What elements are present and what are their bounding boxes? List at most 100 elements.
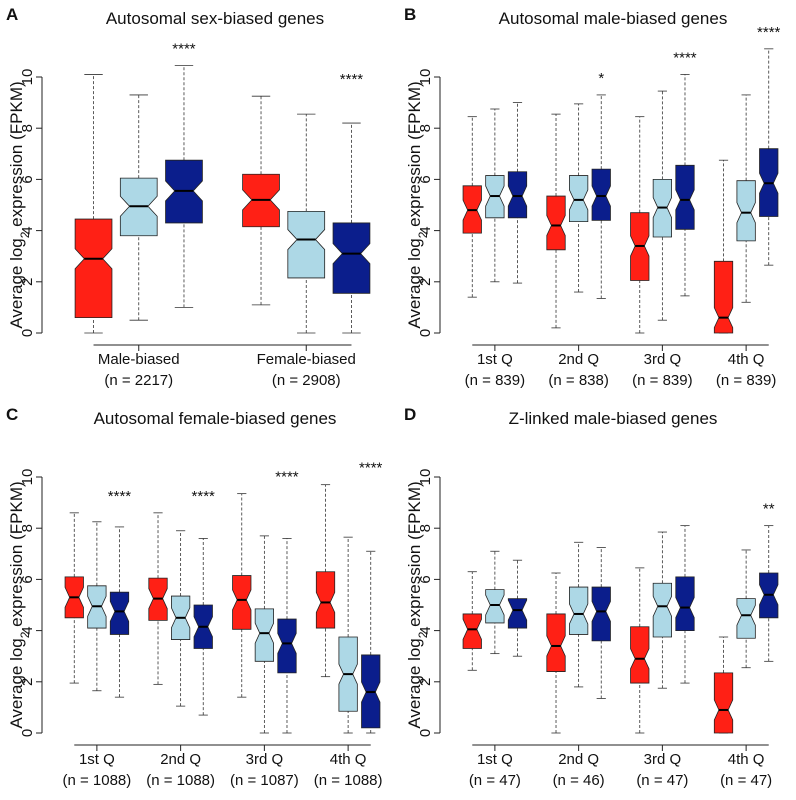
y-tick-label: 0 <box>19 329 36 337</box>
x-count-label: (n = 1088) <box>146 772 215 789</box>
box <box>109 591 130 635</box>
x-tick-label: 3rd Q <box>644 751 682 768</box>
x-tick-label: 3rd Q <box>246 751 284 768</box>
box <box>591 168 611 221</box>
panel-title: Z-linked male-biased genes <box>509 409 718 428</box>
y-axis-label-part: 2 <box>416 231 430 238</box>
y-axis-label-part: Average log <box>405 238 424 328</box>
box <box>736 598 756 639</box>
x-count-label: (n = 838) <box>548 372 608 389</box>
y-axis-label-part: Average log <box>405 638 424 728</box>
y-axis-label: Average log2 expression (FPKM) <box>405 81 430 328</box>
box <box>713 672 734 734</box>
x-count-label: (n = 2908) <box>272 372 341 389</box>
box <box>546 195 566 251</box>
box <box>74 218 113 319</box>
y-tick-label: 8 <box>19 124 36 132</box>
x-count-label: (n = 47) <box>636 772 688 789</box>
box <box>546 613 566 672</box>
significance: **** <box>192 488 216 505</box>
x-count-label: (n = 839) <box>716 372 776 389</box>
y-tick-label: 6 <box>417 175 434 183</box>
y-axis-label-part: 2 <box>18 231 32 238</box>
x-tick-label: 4th Q <box>728 751 765 768</box>
box <box>315 571 336 629</box>
y-tick-label: 10 <box>417 69 434 86</box>
box <box>332 222 371 294</box>
y-tick-label: 4 <box>417 226 434 234</box>
box <box>630 626 650 684</box>
significance: **** <box>172 40 196 57</box>
y-tick-label: 6 <box>19 175 36 183</box>
box <box>569 175 589 223</box>
y-tick-label: 8 <box>417 524 434 532</box>
significance: **** <box>275 469 299 486</box>
y-tick-label: 0 <box>417 729 434 737</box>
x-count-label: (n = 839) <box>465 372 525 389</box>
y-axis-label: Average log2 expression (FPKM) <box>405 481 430 728</box>
x-count-label: (n = 46) <box>553 772 605 789</box>
x-tick-label: 2nd Q <box>558 351 599 368</box>
x-count-label: (n = 2217) <box>104 372 173 389</box>
x-tick-label: 4th Q <box>728 351 765 368</box>
y-axis-label-part: Average log <box>7 638 26 728</box>
panel-title: Autosomal sex-biased genes <box>106 9 324 28</box>
x-count-label: (n = 1088) <box>314 772 383 789</box>
panel-letter: A <box>6 5 18 24</box>
x-tick-label: 1st Q <box>79 751 115 768</box>
x-tick-label: 3rd Q <box>644 351 682 368</box>
y-tick-label: 2 <box>19 678 36 686</box>
y-tick-label: 2 <box>417 678 434 686</box>
y-axis-label-part: expression (FPKM) <box>405 481 424 631</box>
significance: **** <box>673 49 697 66</box>
x-tick-label: Male-biased <box>98 351 180 368</box>
panel-letter: C <box>6 405 18 424</box>
significance: **** <box>359 460 383 477</box>
x-count-label: (n = 47) <box>720 772 772 789</box>
y-tick-label: 10 <box>19 69 36 86</box>
y-tick-label: 4 <box>19 226 36 234</box>
significance: **** <box>108 488 132 505</box>
box <box>507 171 528 219</box>
y-axis-label-part: 2 <box>416 631 430 638</box>
box <box>736 180 756 242</box>
significance: **** <box>340 71 364 88</box>
y-tick-label: 10 <box>19 469 36 486</box>
box <box>675 576 695 631</box>
y-axis-label-part: expression (FPKM) <box>7 481 26 631</box>
box <box>591 586 611 642</box>
panel-letter: D <box>404 405 416 424</box>
box <box>713 260 734 334</box>
panel-title: Autosomal female-biased genes <box>94 409 337 428</box>
box <box>507 598 528 629</box>
x-tick-label: 2nd Q <box>160 751 201 768</box>
y-tick-label: 2 <box>19 278 36 286</box>
y-tick-label: 6 <box>19 575 36 583</box>
significance: * <box>598 70 604 87</box>
significance: ** <box>763 501 775 518</box>
x-count-label: (n = 1088) <box>62 772 131 789</box>
box <box>569 586 589 635</box>
y-axis-label-part: expression (FPKM) <box>405 81 424 231</box>
panel: D Z-linked male-biased genes Average log2 … <box>404 405 779 789</box>
x-tick-label: 2nd Q <box>558 751 599 768</box>
y-axis-label: Average log2 expression (FPKM) <box>7 81 32 328</box>
y-axis-label-part: expression (FPKM) <box>7 81 26 231</box>
box <box>485 589 505 624</box>
y-axis-label-part: Average log <box>7 238 26 328</box>
x-tick-label: Female-biased <box>257 351 356 368</box>
panel: A Autosomal sex-biased genes Average log2 … <box>6 5 371 389</box>
y-tick-label: 4 <box>19 626 36 634</box>
y-axis-label: Average log2 expression (FPKM) <box>7 481 32 728</box>
x-count-label: (n = 47) <box>469 772 521 789</box>
y-axis-label-part: 2 <box>18 631 32 638</box>
panel: C Autosomal female-biased genes Average lo… <box>6 405 383 789</box>
box <box>675 164 695 230</box>
box <box>277 618 297 674</box>
panel-letter: B <box>404 5 416 24</box>
y-tick-label: 8 <box>19 524 36 532</box>
y-tick-label: 2 <box>417 278 434 286</box>
y-tick-label: 10 <box>417 469 434 486</box>
y-tick-label: 0 <box>19 729 36 737</box>
